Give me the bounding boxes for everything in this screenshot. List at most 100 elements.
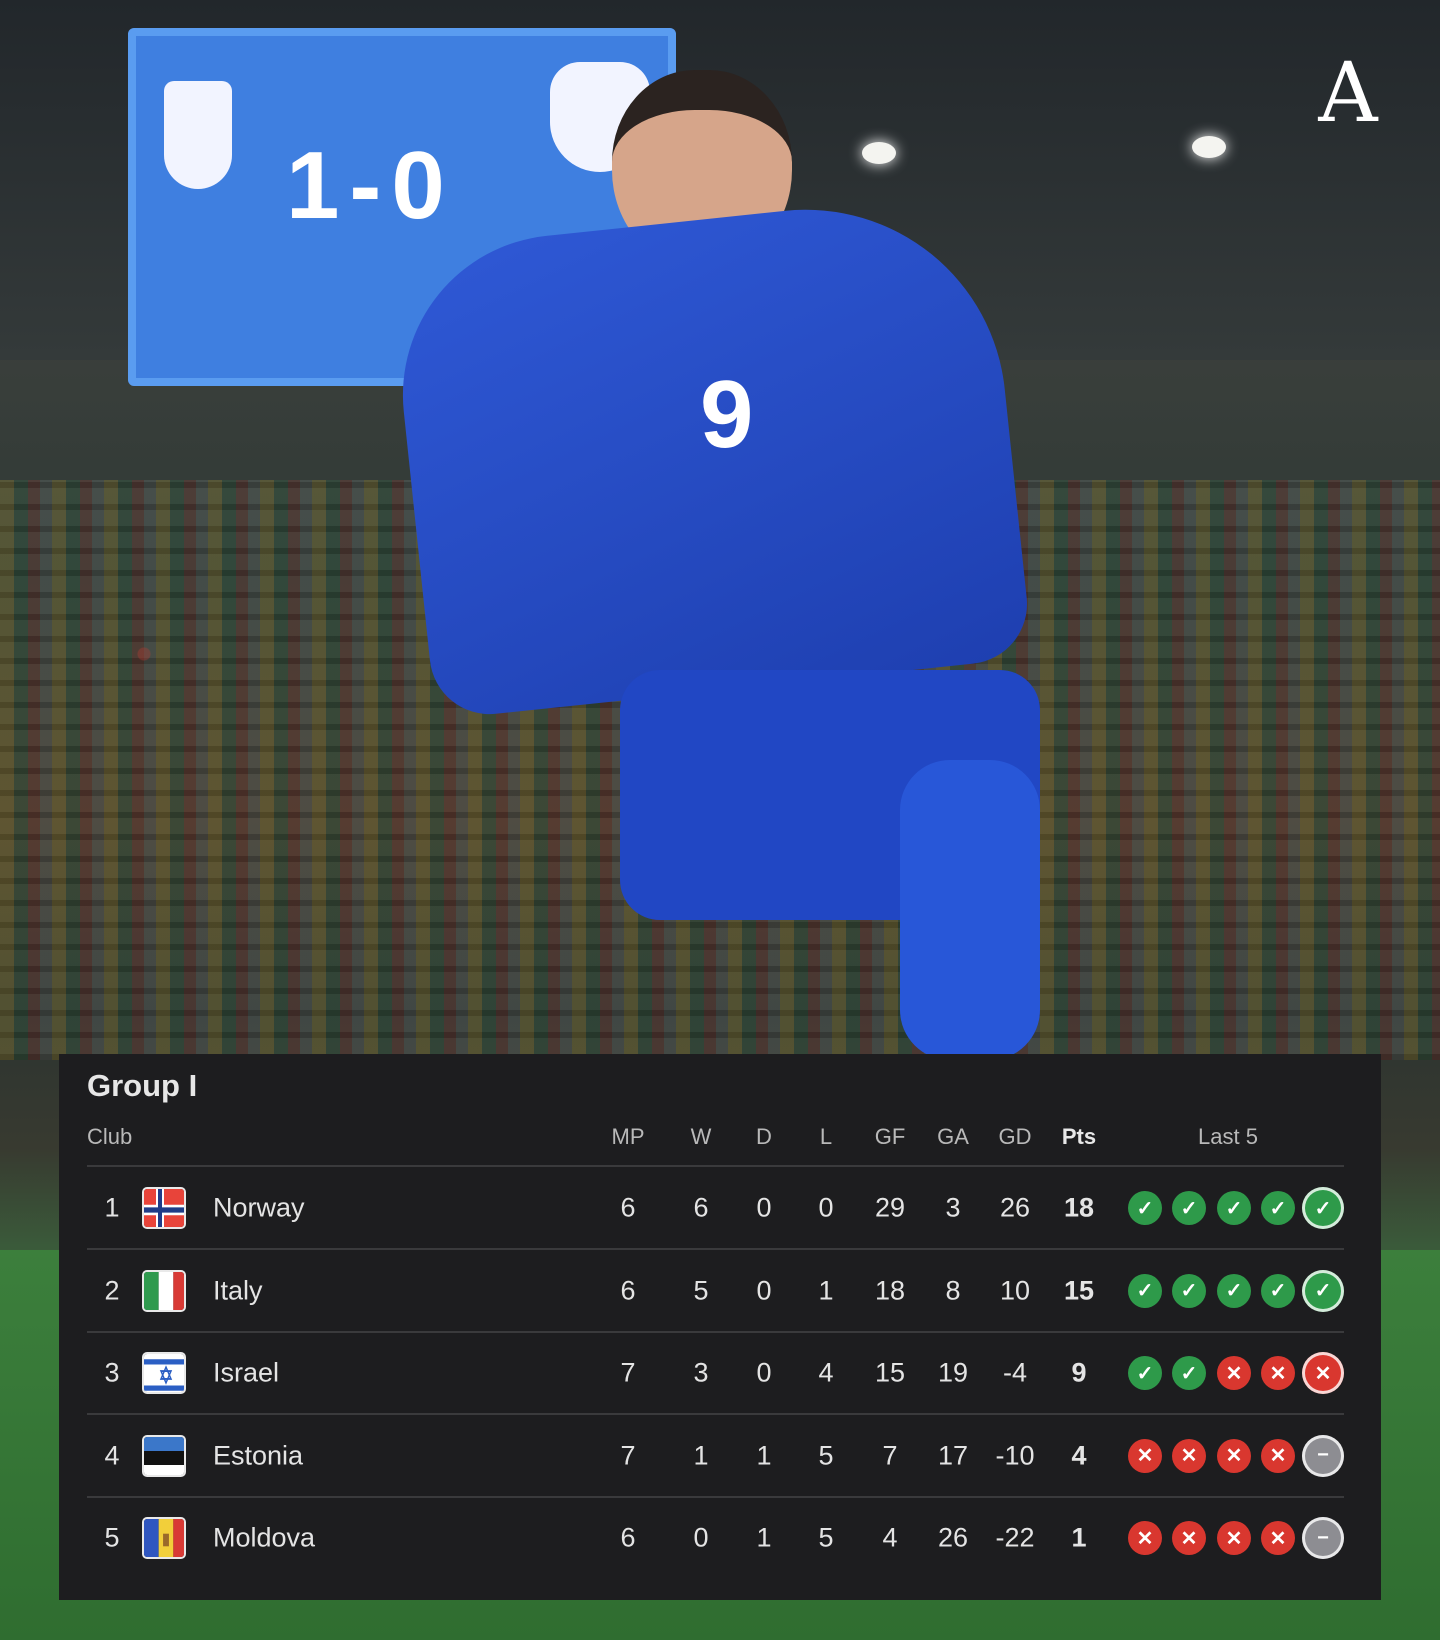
w-value: 5 <box>693 1275 709 1305</box>
loss-x-icon: ✕ <box>1261 1356 1295 1390</box>
win-check-icon: ✓ <box>1128 1191 1162 1225</box>
loss-x-icon: ✕ <box>1128 1521 1162 1555</box>
win-check-icon: ✓ <box>1172 1356 1206 1390</box>
header-mp: MP <box>611 1124 645 1149</box>
pts-value: 4 <box>1071 1440 1087 1470</box>
mp-value: 6 <box>620 1192 636 1223</box>
win-check-icon: ✓ <box>1261 1273 1295 1308</box>
rank: 5 <box>104 1522 120 1553</box>
team-name[interactable]: Italy <box>213 1275 263 1305</box>
mp-value: 7 <box>620 1357 636 1388</box>
d-value: 0 <box>756 1192 772 1223</box>
header-pts: Pts <box>1061 1124 1097 1149</box>
header-w: W <box>690 1124 712 1149</box>
rank: 3 <box>104 1357 120 1388</box>
gf-value: 18 <box>874 1275 906 1305</box>
team-name[interactable]: Norway <box>213 1192 305 1223</box>
win-check-icon: ✓ <box>1128 1356 1162 1390</box>
l-value: 4 <box>818 1357 834 1388</box>
table-row-israel[interactable]: 3 Israel 7 3 0 4 15 19 -4 9 ✓ ✓ ✕ ✕ ✕ <box>59 1332 1381 1414</box>
table-row-estonia[interactable]: 4 Estonia 7 1 1 5 7 17 -10 4 ✕ ✕ ✕ ✕ − <box>59 1415 1381 1497</box>
player-leg <box>900 760 1040 1060</box>
header-ga: GA <box>937 1124 969 1149</box>
win-check-icon: ✓ <box>1172 1191 1206 1225</box>
loss-x-icon: ✕ <box>1261 1438 1295 1473</box>
pts-value: 15 <box>1063 1275 1095 1305</box>
divider <box>87 1330 1344 1333</box>
ga-value: 26 <box>937 1522 969 1553</box>
flag-moldova-icon <box>142 1517 186 1559</box>
table-row-norway[interactable]: 1 Norway 6 6 0 0 29 3 26 18 ✓ ✓ ✓ ✓ ✓ <box>59 1167 1381 1249</box>
flag-norway-icon <box>142 1187 186 1229</box>
no-result-dash-icon: − <box>1302 1434 1344 1477</box>
ga-value: 3 <box>945 1192 961 1223</box>
header-d: D <box>756 1124 772 1149</box>
ga-value: 19 <box>937 1357 969 1388</box>
divider <box>87 1495 1344 1498</box>
team-name[interactable]: Estonia <box>213 1440 304 1470</box>
w-value: 0 <box>693 1522 709 1553</box>
win-check-icon: ✓ <box>1172 1273 1206 1308</box>
gd-value: -22 <box>995 1522 1035 1553</box>
l-value: 5 <box>818 1440 834 1470</box>
l-value: 1 <box>818 1275 834 1305</box>
w-value: 3 <box>693 1357 709 1388</box>
table-row-moldova[interactable]: 5 Moldova 6 0 1 5 4 26 -22 1 ✕ ✕ ✕ ✕ − <box>59 1497 1381 1579</box>
mp-value: 6 <box>620 1522 636 1553</box>
win-check-icon: ✓ <box>1302 1269 1344 1312</box>
win-check-icon: ✓ <box>1217 1191 1251 1225</box>
shirt-number: 9 <box>700 361 754 468</box>
divider <box>87 1165 1344 1167</box>
rank: 4 <box>104 1440 120 1470</box>
pts-value: 9 <box>1071 1357 1087 1388</box>
group-title: Group I <box>87 1068 198 1103</box>
loss-x-icon: ✕ <box>1217 1356 1251 1390</box>
celebrating-player: 9 <box>380 70 1070 1060</box>
d-value: 0 <box>756 1357 772 1388</box>
the-athletic-logo: A <box>1318 46 1378 141</box>
gf-value: 4 <box>882 1522 898 1553</box>
ga-value: 8 <box>945 1275 961 1305</box>
team-name[interactable]: Moldova <box>213 1522 316 1553</box>
flag-estonia-icon <box>142 1434 186 1477</box>
ga-value: 17 <box>937 1440 969 1470</box>
loss-x-icon: ✕ <box>1217 1521 1251 1555</box>
w-value: 1 <box>693 1440 709 1470</box>
header-club: Club <box>87 1124 133 1149</box>
rank: 1 <box>104 1192 120 1223</box>
l-value: 0 <box>818 1192 834 1223</box>
pts-value: 1 <box>1071 1522 1087 1553</box>
header-l: L <box>819 1124 833 1149</box>
italy-crest-icon <box>164 81 232 189</box>
win-check-icon: ✓ <box>1302 1187 1344 1229</box>
no-result-dash-icon: − <box>1302 1517 1344 1559</box>
scoreboard-score: 1-0 <box>286 132 455 239</box>
d-value: 1 <box>756 1440 772 1470</box>
team-name[interactable]: Israel <box>213 1357 280 1388</box>
loss-x-icon: ✕ <box>1172 1438 1206 1473</box>
loss-x-icon: ✕ <box>1261 1521 1295 1555</box>
gf-value: 15 <box>874 1357 906 1388</box>
header-gd: GD <box>998 1124 1032 1149</box>
header-gf: GF <box>874 1124 906 1149</box>
gd-value: 26 <box>999 1192 1031 1223</box>
flag-italy-icon <box>142 1269 186 1312</box>
mp-value: 7 <box>620 1440 636 1470</box>
divider <box>87 1413 1344 1415</box>
gf-value: 29 <box>874 1192 906 1223</box>
table-row-italy[interactable]: 2 Italy 6 5 0 1 18 8 10 15 ✓ ✓ ✓ ✓ ✓ <box>59 1250 1381 1332</box>
l-value: 5 <box>818 1522 834 1553</box>
gd-value: 10 <box>999 1275 1031 1305</box>
gd-value: -10 <box>995 1440 1035 1470</box>
header-last5: Last 5 <box>1198 1124 1258 1149</box>
d-value: 0 <box>756 1275 772 1305</box>
mp-value: 6 <box>620 1275 636 1305</box>
loss-x-icon: ✕ <box>1302 1352 1344 1394</box>
pts-value: 18 <box>1063 1192 1095 1223</box>
win-check-icon: ✓ <box>1261 1191 1295 1225</box>
gd-value: -4 <box>1002 1357 1028 1388</box>
loss-x-icon: ✕ <box>1128 1438 1162 1473</box>
w-value: 6 <box>693 1192 709 1223</box>
floodlight <box>1192 136 1226 158</box>
d-value: 1 <box>756 1522 772 1553</box>
